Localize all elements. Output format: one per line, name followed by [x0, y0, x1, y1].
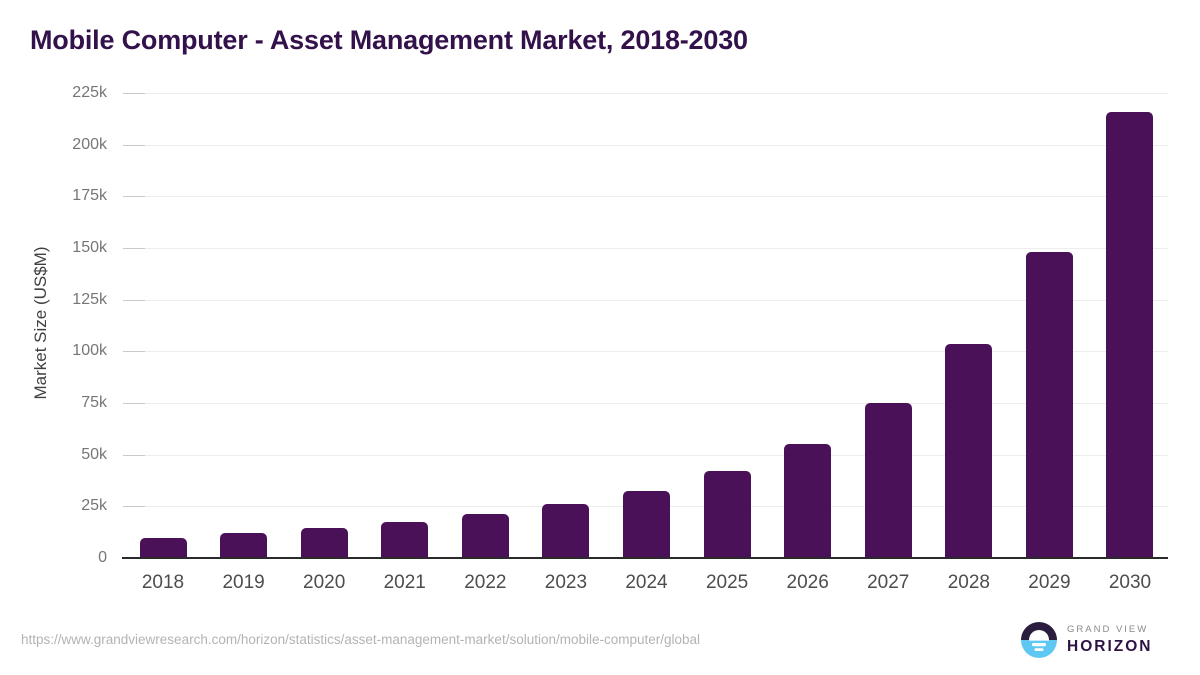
y-tick-label: 25k [81, 497, 107, 515]
y-tick-label: 225k [72, 84, 107, 101]
y-tick-label: 175k [72, 187, 107, 205]
y-axis-tick [123, 248, 145, 249]
bar-2027[interactable] [864, 403, 912, 557]
bar-2024[interactable] [622, 490, 670, 557]
x-tick-label: 2024 [625, 572, 668, 593]
bar-2030[interactable] [1106, 112, 1154, 557]
x-tick-label: 2025 [705, 572, 749, 593]
gridline [123, 196, 1168, 198]
y-axis-tick [123, 93, 145, 94]
y-tick-label: 150k [72, 239, 107, 256]
y-axis-tick [123, 403, 145, 404]
gridline [123, 454, 1168, 456]
x-tick-label: 2030 [1108, 572, 1152, 593]
chart-title: Mobile Computer - Asset Management Marke… [30, 25, 748, 55]
x-tick-label: 2022 [464, 572, 507, 593]
y-axis-tick [123, 351, 145, 353]
logo-horizon-label: HORIZON [1067, 638, 1153, 655]
bar-2025[interactable] [703, 471, 751, 557]
x-tick-label: 2023 [544, 572, 588, 593]
x-tick-label: 2029 [1028, 572, 1071, 593]
x-tick-label: 2018 [141, 572, 185, 593]
bar-2026[interactable] [784, 444, 832, 557]
x-tick-label: 2026 [786, 572, 829, 593]
y-tick-label: 200k [72, 135, 107, 153]
y-tick-label: 75k [81, 394, 107, 411]
bar-2022[interactable] [461, 514, 509, 557]
gridline [123, 93, 1168, 94]
y-tick-label: 0 [98, 549, 107, 566]
logo-grand-view-label: GRAND VIEW [1067, 624, 1149, 635]
x-tick-label: 2028 [947, 572, 990, 593]
bar-2018[interactable] [139, 538, 187, 557]
x-axis-line [122, 557, 1168, 559]
logo-text: GRAND VIEW HORIZON [1067, 624, 1152, 656]
y-axis-tick [123, 144, 145, 146]
gridline [123, 351, 1168, 353]
y-axis-tick [123, 454, 145, 456]
gridline [123, 144, 1168, 146]
bar-2023[interactable] [542, 504, 590, 557]
x-tick-label: 2021 [383, 572, 426, 593]
x-tick-label: 2020 [303, 572, 346, 593]
sunrise-horizon-icon [1021, 622, 1057, 658]
y-tick-label: 125k [72, 290, 107, 308]
gridline [123, 248, 1168, 249]
gridline [123, 403, 1168, 404]
bar-2021[interactable] [381, 522, 429, 557]
y-axis-tick [123, 196, 145, 198]
source-url: https://www.grandviewresearch.com/horizo… [21, 632, 701, 647]
y-axis-tick [123, 299, 145, 301]
x-tick-label: 2027 [867, 572, 910, 593]
y-tick-label: 100k [72, 342, 107, 360]
bar-2020[interactable] [300, 528, 348, 557]
x-tick-label: 2019 [222, 572, 265, 593]
y-tick-label: 50k [81, 445, 107, 463]
grand-view-horizon-logo: GRAND VIEW HORIZON [1021, 622, 1152, 658]
bar-2019[interactable] [220, 532, 268, 557]
bar-2028[interactable] [945, 344, 993, 557]
y-axis-tick [123, 506, 145, 508]
gridline [123, 299, 1168, 301]
bar-2029[interactable] [1025, 251, 1073, 557]
